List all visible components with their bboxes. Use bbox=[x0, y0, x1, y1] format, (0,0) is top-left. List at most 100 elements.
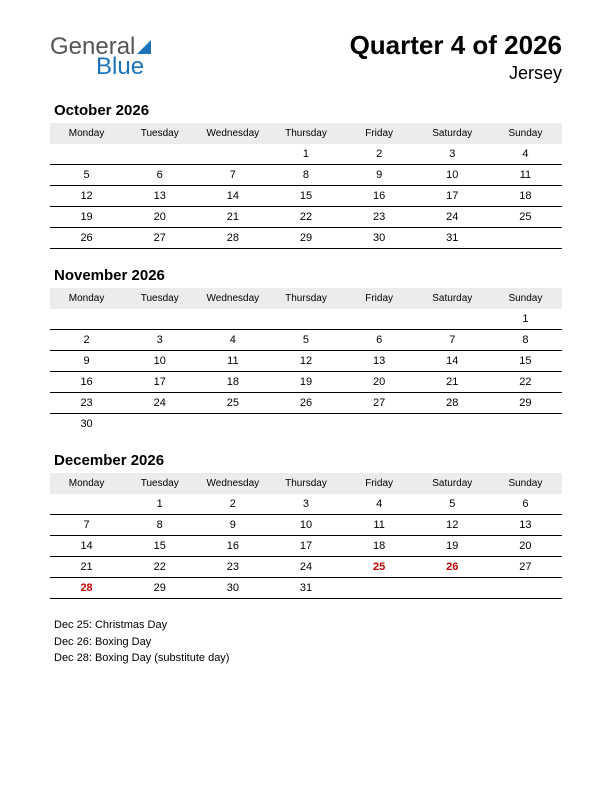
calendar-cell: 30 bbox=[50, 414, 123, 435]
calendar-cell: 17 bbox=[123, 372, 196, 393]
calendar-cell bbox=[489, 578, 562, 599]
calendar-table: MondayTuesdayWednesdayThursdayFridaySatu… bbox=[50, 123, 562, 249]
calendar-row: 12131415161718 bbox=[50, 186, 562, 207]
calendar-cell: 10 bbox=[123, 351, 196, 372]
calendar-cell: 2 bbox=[50, 330, 123, 351]
calendar-cell bbox=[343, 414, 416, 435]
calendar-cell: 2 bbox=[343, 144, 416, 165]
calendar-cell: 2 bbox=[196, 494, 269, 515]
calendar-cell: 29 bbox=[269, 228, 342, 249]
month-title: December 2026 bbox=[54, 452, 562, 469]
calendar-table: MondayTuesdayWednesdayThursdayFridaySatu… bbox=[50, 288, 562, 434]
calendar-cell: 30 bbox=[196, 578, 269, 599]
logo-text-2: Blue bbox=[96, 56, 151, 78]
calendar-cell: 29 bbox=[123, 578, 196, 599]
calendar-cell bbox=[50, 309, 123, 330]
calendar-cell: 29 bbox=[489, 393, 562, 414]
calendar-cell: 16 bbox=[50, 372, 123, 393]
calendar-cell: 13 bbox=[343, 351, 416, 372]
calendar-cell: 20 bbox=[343, 372, 416, 393]
calendar-cell: 4 bbox=[196, 330, 269, 351]
calendar-cell: 16 bbox=[343, 186, 416, 207]
calendar-cell: 8 bbox=[123, 515, 196, 536]
calendar-cell: 25 bbox=[196, 393, 269, 414]
calendar-cell bbox=[196, 144, 269, 165]
day-header: Thursday bbox=[269, 288, 342, 309]
calendar-cell: 5 bbox=[50, 165, 123, 186]
calendar-cell: 15 bbox=[123, 536, 196, 557]
calendar-cell: 13 bbox=[123, 186, 196, 207]
calendar-cell: 11 bbox=[343, 515, 416, 536]
calendar-cell bbox=[343, 309, 416, 330]
calendar-row: 567891011 bbox=[50, 165, 562, 186]
calendar-cell: 14 bbox=[416, 351, 489, 372]
calendar-cell: 9 bbox=[50, 351, 123, 372]
calendar-row: 2345678 bbox=[50, 330, 562, 351]
calendar-cell: 1 bbox=[123, 494, 196, 515]
calendar-cell: 10 bbox=[269, 515, 342, 536]
day-header: Sunday bbox=[489, 473, 562, 494]
day-header: Friday bbox=[343, 288, 416, 309]
calendar-cell bbox=[489, 414, 562, 435]
calendar-cell: 14 bbox=[196, 186, 269, 207]
calendar-cell: 27 bbox=[123, 228, 196, 249]
day-header: Saturday bbox=[416, 288, 489, 309]
region-name: Jersey bbox=[350, 63, 562, 84]
calendar-cell: 23 bbox=[343, 207, 416, 228]
month-title: October 2026 bbox=[54, 102, 562, 119]
day-header: Sunday bbox=[489, 123, 562, 144]
calendar-cell: 15 bbox=[269, 186, 342, 207]
calendar-cell bbox=[416, 578, 489, 599]
calendar-cell: 8 bbox=[489, 330, 562, 351]
calendar-cell: 18 bbox=[196, 372, 269, 393]
calendar-cell: 24 bbox=[123, 393, 196, 414]
calendar-row: 21222324252627 bbox=[50, 557, 562, 578]
page-title: Quarter 4 of 2026 bbox=[350, 30, 562, 61]
calendar-cell bbox=[50, 494, 123, 515]
calendar-cell: 31 bbox=[269, 578, 342, 599]
calendar-cell: 28 bbox=[416, 393, 489, 414]
calendar-cell: 21 bbox=[416, 372, 489, 393]
calendar-cell: 22 bbox=[489, 372, 562, 393]
calendar-cell: 21 bbox=[50, 557, 123, 578]
calendar-cell: 30 bbox=[343, 228, 416, 249]
calendar-row: 1234 bbox=[50, 144, 562, 165]
calendar-cell: 12 bbox=[269, 351, 342, 372]
calendar-row: 1 bbox=[50, 309, 562, 330]
holiday-notes: Dec 25: Christmas DayDec 26: Boxing DayD… bbox=[54, 617, 562, 667]
calendar-cell bbox=[196, 414, 269, 435]
calendar-row: 78910111213 bbox=[50, 515, 562, 536]
calendar-cell: 4 bbox=[343, 494, 416, 515]
calendar-row: 262728293031 bbox=[50, 228, 562, 249]
calendar-cell: 14 bbox=[50, 536, 123, 557]
calendar-cell: 23 bbox=[196, 557, 269, 578]
calendar-cell: 9 bbox=[196, 515, 269, 536]
calendar-cell: 22 bbox=[269, 207, 342, 228]
calendar-cell bbox=[123, 144, 196, 165]
day-header: Wednesday bbox=[196, 473, 269, 494]
calendar-row: 123456 bbox=[50, 494, 562, 515]
calendar-cell: 6 bbox=[343, 330, 416, 351]
calendar-cell: 27 bbox=[489, 557, 562, 578]
calendar-cell: 1 bbox=[489, 309, 562, 330]
calendar-cell: 20 bbox=[123, 207, 196, 228]
calendar-cell: 21 bbox=[196, 207, 269, 228]
day-header: Thursday bbox=[269, 473, 342, 494]
calendar-cell: 1 bbox=[269, 144, 342, 165]
day-header: Saturday bbox=[416, 123, 489, 144]
calendar-cell: 15 bbox=[489, 351, 562, 372]
logo-sail-icon bbox=[137, 40, 151, 54]
day-header: Monday bbox=[50, 288, 123, 309]
calendar-cell: 9 bbox=[343, 165, 416, 186]
calendar-cell: 7 bbox=[416, 330, 489, 351]
calendar-cell: 24 bbox=[416, 207, 489, 228]
title-block: Quarter 4 of 2026 Jersey bbox=[350, 30, 562, 84]
calendar-cell: 18 bbox=[489, 186, 562, 207]
calendar-cell: 27 bbox=[343, 393, 416, 414]
calendar-cell bbox=[196, 309, 269, 330]
day-header: Tuesday bbox=[123, 288, 196, 309]
calendar-cell: 5 bbox=[269, 330, 342, 351]
month-title: November 2026 bbox=[54, 267, 562, 284]
day-header: Monday bbox=[50, 473, 123, 494]
calendar-cell: 13 bbox=[489, 515, 562, 536]
